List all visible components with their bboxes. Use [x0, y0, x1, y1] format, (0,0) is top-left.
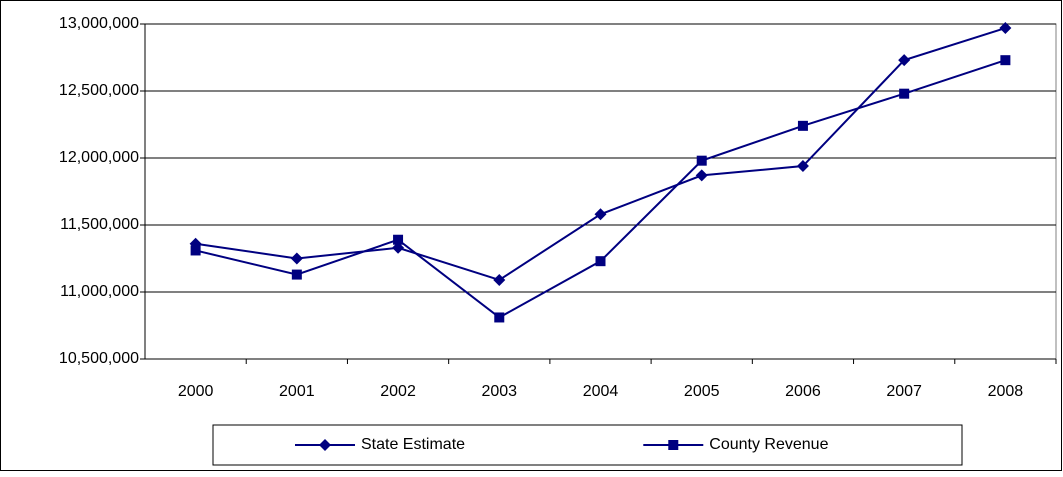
x-tick-label: 2002 — [380, 383, 416, 400]
x-tick-label: 2007 — [886, 383, 922, 400]
y-tick-label: 11,000,000 — [60, 283, 139, 300]
legend-marker — [668, 440, 679, 450]
legend-marker — [319, 439, 331, 451]
legend-label: County Revenue — [709, 436, 828, 453]
plot-area — [144, 23, 1057, 360]
y-tick-label: 10,500,000 — [59, 350, 139, 367]
marker — [695, 169, 708, 182]
marker — [696, 155, 707, 166]
x-tick-label: 2001 — [279, 383, 315, 400]
marker — [392, 241, 405, 254]
marker — [899, 88, 910, 99]
marker — [595, 256, 606, 267]
marker — [898, 54, 911, 67]
x-tick-label: 2005 — [684, 383, 720, 400]
marker — [291, 269, 302, 280]
marker — [594, 208, 607, 221]
x-tick-label: 2006 — [785, 383, 821, 400]
x-tick-label: 2003 — [481, 383, 517, 400]
marker — [494, 312, 505, 323]
legend-label: State Estimate — [361, 436, 465, 453]
marker — [797, 120, 808, 131]
marker — [190, 245, 201, 256]
x-tick-label: 2000 — [178, 383, 214, 400]
marker — [1000, 55, 1011, 66]
marker — [493, 273, 506, 286]
marker — [290, 252, 303, 265]
y-tick-label: 12,500,000 — [59, 82, 139, 99]
x-tick-label: 2004 — [583, 383, 619, 400]
y-tick-label: 13,000,000 — [59, 15, 139, 32]
marker — [796, 160, 809, 173]
x-tick-label: 2008 — [988, 383, 1024, 400]
y-tick-label: 12,000,000 — [59, 149, 139, 166]
y-tick-label: 11,500,000 — [60, 216, 139, 233]
marker — [999, 22, 1012, 35]
marker — [393, 234, 404, 245]
